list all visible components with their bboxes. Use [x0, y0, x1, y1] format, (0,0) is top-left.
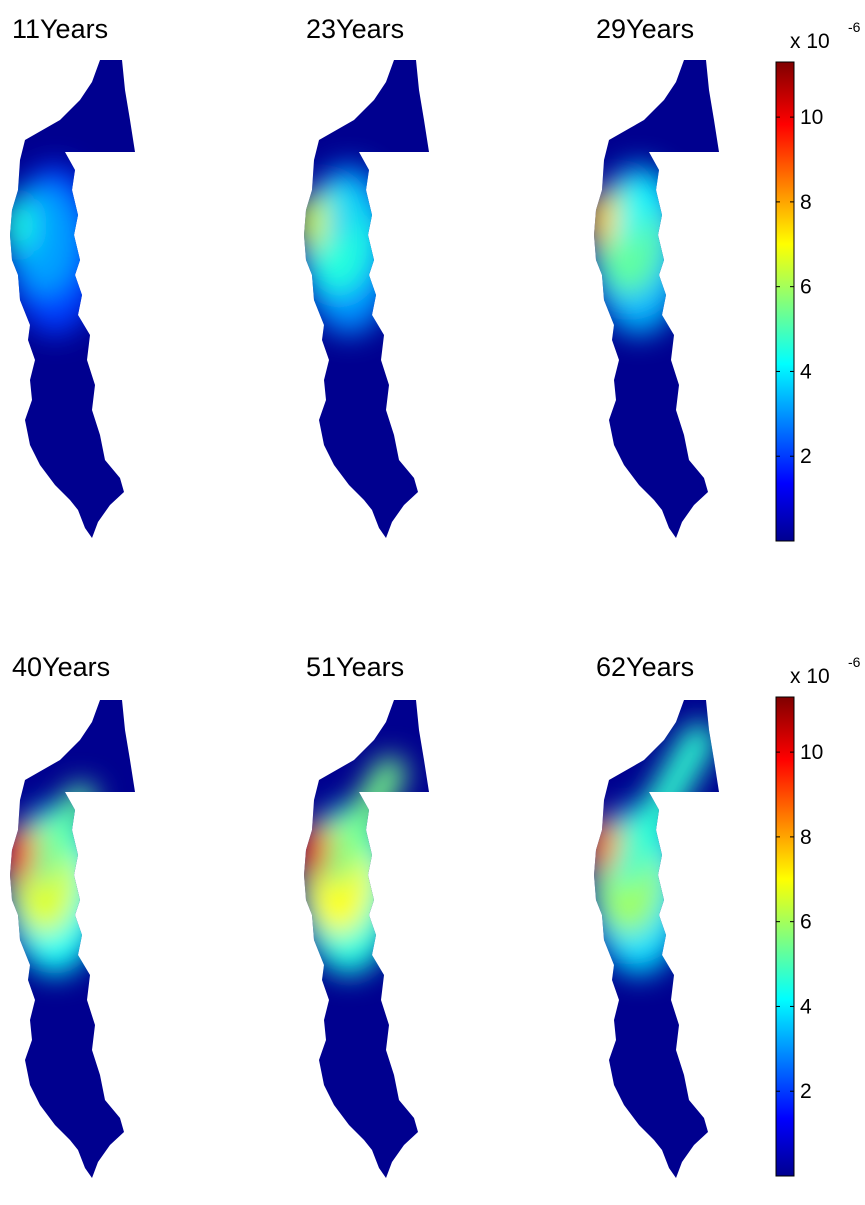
panel-51-years: [304, 700, 429, 1178]
colorbar-tick-label: 8: [800, 826, 812, 849]
colorbar-tick-label: 6: [800, 276, 812, 299]
colorbar-tick-label: 6: [800, 911, 812, 934]
colorbar-bottom-exponent: -6: [848, 654, 861, 670]
colorbar-tick-label: 4: [800, 995, 812, 1018]
plume-arm: [318, 756, 406, 886]
colorbar-tick-label: 2: [800, 445, 812, 468]
panel-40-years: [10, 700, 135, 1178]
colorbar-tick-label: 10: [800, 741, 823, 764]
plume-core: [10, 826, 34, 882]
panel-62-years: [594, 700, 719, 1178]
panel-29-years: [594, 60, 719, 538]
panel-title-11-years: 11Years: [12, 14, 108, 44]
plume-arm: [321, 197, 358, 243]
panel-title-40-years: 40Years: [12, 652, 110, 682]
colorbar-top-exponent: -6: [848, 19, 861, 35]
panel-title-29-years: 29Years: [596, 14, 694, 44]
plume-core: [304, 194, 328, 250]
colorbar-tick-label: 4: [800, 360, 812, 383]
colorbar-tick-label: 8: [800, 191, 812, 214]
colorbar-bottom-gradient: [775, 696, 795, 1177]
panel-23-years: [304, 60, 429, 538]
colorbar-tick-label: 10: [800, 106, 823, 129]
plume-arm: [25, 783, 96, 885]
plume-core: [594, 191, 618, 247]
plume-arm: [610, 177, 660, 244]
colorbar-bottom: x 10 -6 2 4 6 8 10: [775, 654, 861, 1177]
colorbar-bottom-exponent-prefix: x 10: [790, 665, 830, 688]
plume-core: [304, 822, 328, 878]
plume-core: [594, 817, 618, 873]
plume-core: [10, 197, 34, 253]
panel-title-23-years: 23Years: [306, 14, 404, 44]
panel-title-62-years: 62Years: [596, 652, 694, 682]
panel-11-years: [10, 60, 135, 538]
colorbar-top-gradient: [775, 61, 795, 542]
colorbar-tick-label: 2: [800, 1080, 812, 1103]
panel-title-51-years: 51Years: [306, 652, 404, 682]
colorbar-top-exponent-prefix: x 10: [790, 30, 830, 53]
colorbar-top: x 10 -6 2 4 6 8 10: [775, 19, 861, 542]
